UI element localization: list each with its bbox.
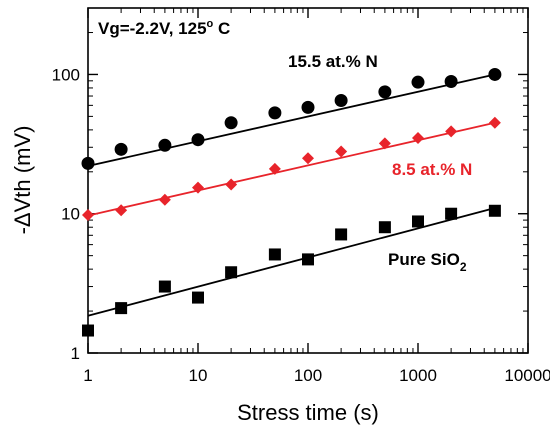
y-tick-label: 100: [52, 65, 80, 84]
circle-marker: [334, 94, 348, 108]
circle-marker: [224, 116, 238, 130]
diamond-marker: [268, 162, 281, 175]
x-tick-label: 1000: [399, 366, 437, 385]
diamond-marker: [488, 116, 501, 129]
circle-marker: [378, 85, 392, 99]
diamond-marker: [335, 145, 348, 158]
diamond-marker: [82, 208, 94, 221]
axes: 1 10 100 1000 10000 1 10 100: [52, 7, 550, 385]
series-label-8-5-at-n: 8.5 at.% N: [392, 160, 472, 179]
data-markers: [81, 67, 502, 337]
square-marker: [158, 280, 171, 293]
square-marker: [268, 248, 281, 261]
diamond-marker: [302, 152, 314, 165]
x-axis-label: Stress time (s): [237, 400, 379, 425]
diamond-marker: [225, 178, 238, 191]
square-marker: [335, 228, 348, 241]
circle-marker: [114, 142, 128, 156]
square-marker: [302, 253, 314, 266]
square-marker: [82, 324, 94, 337]
y-tick-label: 1: [71, 344, 80, 363]
diamond-marker: [192, 181, 204, 194]
fit-line-series-2: [87, 207, 496, 317]
square-marker: [445, 207, 458, 220]
condition-annotation: Vg=-2.2V, 125o C: [98, 18, 230, 38]
circle-marker: [158, 138, 172, 152]
square-marker: [378, 221, 391, 234]
x-tick-label: 1: [83, 366, 92, 385]
diamond-marker: [115, 204, 128, 217]
diamond-marker: [158, 193, 171, 206]
fit-line-series-1: [87, 121, 496, 217]
circle-marker: [81, 156, 95, 170]
x-tick-label: 10: [189, 366, 208, 385]
square-marker: [488, 204, 501, 217]
circle-marker: [444, 74, 458, 88]
circle-marker: [191, 133, 205, 147]
fit-line-series-0: [87, 73, 496, 167]
x-tick-label: 10000: [504, 366, 550, 385]
diamond-marker: [445, 125, 458, 138]
diamond-marker: [378, 137, 391, 150]
square-marker: [115, 302, 128, 315]
circle-marker: [411, 75, 425, 89]
circle-marker: [268, 106, 282, 120]
x-tick-label: 100: [294, 366, 322, 385]
square-marker: [192, 291, 204, 304]
square-marker: [225, 266, 238, 279]
circle-marker: [301, 100, 315, 114]
y-tick-label: 10: [61, 205, 80, 224]
circle-marker: [488, 67, 502, 81]
series-label-pure-sio2: Pure SiO2: [388, 250, 467, 274]
series-label-15-5-at-n: 15.5 at.% N: [288, 52, 378, 71]
diamond-marker: [412, 131, 424, 144]
fit-lines: [87, 73, 496, 317]
square-marker: [412, 215, 424, 228]
y-axis-label: -ΔVth (mV): [10, 126, 35, 235]
